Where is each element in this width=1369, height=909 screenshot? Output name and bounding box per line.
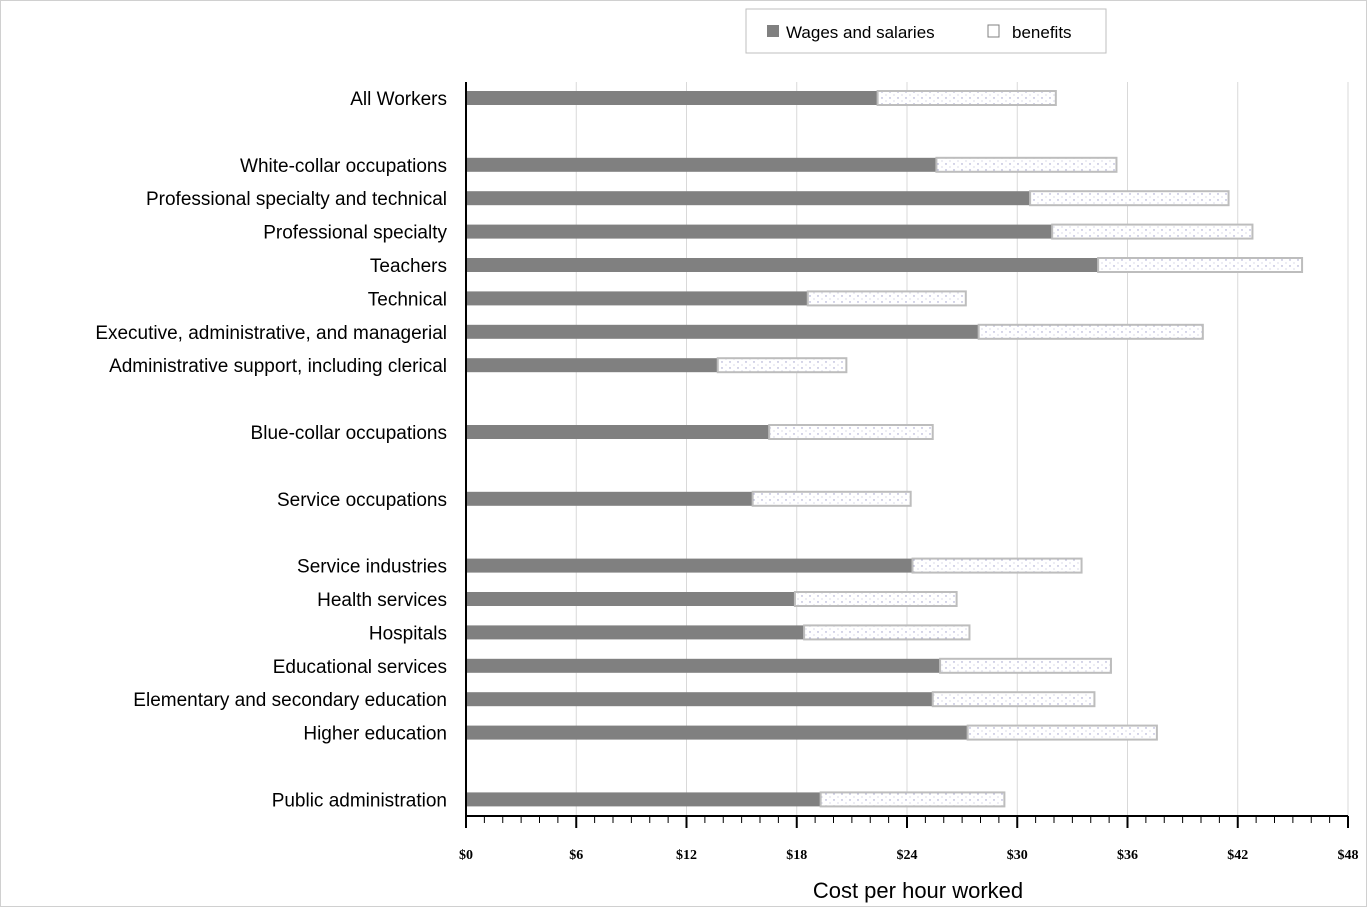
category-label: Service industries <box>297 557 447 578</box>
tick-label: $30 <box>1007 848 1028 863</box>
tick-label: $24 <box>897 848 918 863</box>
x-axis-title: Cost per hour worked <box>813 878 1023 903</box>
bar-wages <box>466 725 968 740</box>
bar-wages <box>466 224 1053 239</box>
category-label: All Workers <box>350 89 447 110</box>
legend: Wages and salaries benefits <box>745 8 1107 54</box>
category-label: Professional specialty and technical <box>146 189 447 210</box>
category-label: Teachers <box>370 256 447 277</box>
category-label: Technical <box>368 289 447 310</box>
category-label: Service occupations <box>277 490 447 511</box>
bar-wages <box>466 491 753 506</box>
tick-label: $18 <box>786 848 807 863</box>
category-label: Health services <box>317 590 447 611</box>
bar-benefits <box>803 624 971 641</box>
bar-benefits <box>931 691 1096 708</box>
bar-benefits <box>935 156 1118 173</box>
tick-label: $42 <box>1227 848 1248 863</box>
legend-label-benefits: benefits <box>1012 23 1072 42</box>
legend-box <box>745 8 1107 54</box>
bar-benefits <box>793 591 958 607</box>
category-label: Executive, administrative, and manageria… <box>95 323 447 344</box>
category-label: Hospitals <box>369 623 447 644</box>
bar-wages <box>466 291 808 306</box>
bar-wages <box>466 258 1099 272</box>
category-label: Public administration <box>272 790 447 811</box>
bar-wages <box>466 692 933 707</box>
bar-wages <box>466 425 770 439</box>
tick-label: $48 <box>1338 848 1359 863</box>
category-label: Educational services <box>273 657 447 678</box>
bar-wages <box>466 358 718 373</box>
bar-benefits <box>768 424 934 440</box>
bar-benefits <box>876 90 1057 106</box>
category-label: Blue-collar occupations <box>251 423 447 444</box>
bar-benefits <box>1029 190 1230 207</box>
tick-label: $12 <box>676 848 697 863</box>
bar-wages <box>466 91 878 105</box>
bar-benefits <box>939 657 1112 674</box>
category-label: White-collar occupations <box>240 156 447 177</box>
bar-benefits <box>911 557 1083 574</box>
tick-label: $36 <box>1117 848 1138 863</box>
bar-benefits <box>716 357 848 374</box>
bar-benefits <box>977 323 1204 340</box>
bar-benefits <box>806 290 967 307</box>
category-label: Professional specialty <box>263 223 447 244</box>
bar-wages <box>466 157 937 172</box>
bar-benefits <box>751 490 912 507</box>
legend-swatch-wages <box>767 25 779 37</box>
bar-benefits <box>819 791 1006 808</box>
legend-label-wages: Wages and salaries <box>786 23 935 42</box>
bar-wages <box>466 191 1031 206</box>
category-label: Administrative support, including cleric… <box>109 356 447 377</box>
bar-benefits <box>1051 223 1254 240</box>
bar-benefits <box>1097 257 1304 273</box>
tick-label: $6 <box>569 848 583 863</box>
tick-label: $0 <box>459 848 473 863</box>
bar-wages <box>466 625 805 640</box>
category-labels: All Workers White-collar occupations Profe… <box>95 89 447 811</box>
category-label: Higher education <box>303 724 447 745</box>
legend-swatch-benefits <box>987 24 1000 38</box>
bars <box>466 90 1304 808</box>
bar-wages <box>466 658 941 673</box>
bar-wages <box>466 792 821 807</box>
bar-wages <box>466 558 913 573</box>
bar-wages <box>466 324 979 339</box>
x-axis: $0 $6 $12 $18 $24 $30 $36 $42 $48 <box>459 82 1359 863</box>
bar-wages <box>466 592 795 606</box>
category-label: Elementary and secondary education <box>133 690 447 711</box>
bar-benefits <box>966 724 1158 741</box>
